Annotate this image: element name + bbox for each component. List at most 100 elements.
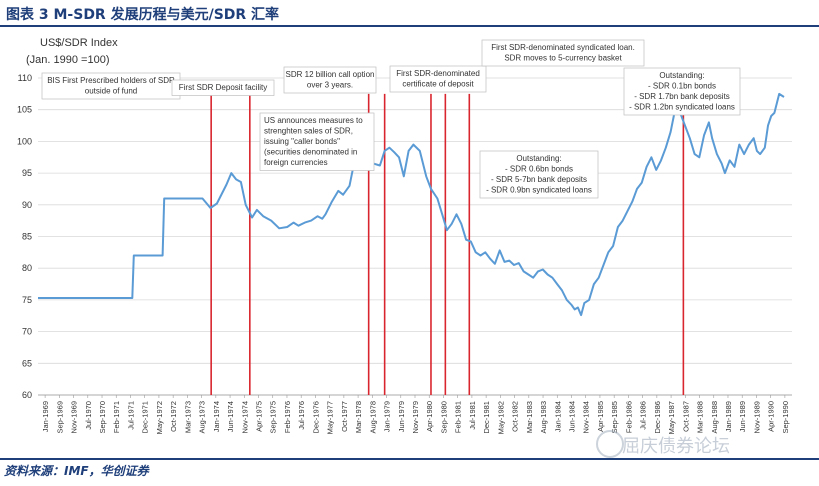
annotation-text: - SDR 0.9bn syndicated loans (486, 186, 592, 195)
x-tick-label: Dec-1971 (141, 401, 150, 434)
annotation-box (41, 72, 181, 100)
figure-header: 图表 3 M-SDR 发展历程与美元/SDR 汇率 (0, 0, 819, 26)
y-tick-label: 75 (22, 295, 32, 305)
x-tick-label: Nov-1979 (411, 401, 420, 434)
x-tick-label: Aug-1978 (368, 401, 377, 434)
x-tick-label: May-1987 (667, 401, 676, 434)
annotation-text: - SDR 0.6bn bonds (505, 165, 573, 174)
x-tick-label: Sep-1970 (98, 401, 107, 434)
annotation-text: (securities denominated in (264, 148, 357, 157)
x-tick-label: Nov-1969 (70, 401, 79, 434)
y-tick-label: 110 (18, 73, 32, 83)
y-tick-label: 95 (22, 168, 32, 178)
x-tick-label: Aug-1988 (710, 401, 719, 434)
x-tick-label: Jun-1974 (226, 401, 235, 432)
figure-source: 资料来源：IMF，华创证券 (4, 464, 149, 478)
x-tick-label: Oct-1987 (681, 401, 690, 432)
y-tick-label: 70 (22, 327, 32, 337)
figure-title: 图表 3 M-SDR 发展历程与美元/SDR 汇率 (6, 7, 280, 23)
x-tick-label: Jul-1970 (84, 401, 93, 430)
x-tick-label: Feb-1976 (283, 401, 292, 433)
annotation-text: First SDR Deposit facility (179, 83, 267, 92)
y-axis-label: US$/SDR Index (40, 37, 118, 49)
x-tick-label: Jun-1984 (567, 401, 576, 432)
x-tick-label: Jan-1974 (212, 401, 221, 432)
annotation-text: - SDR 1.2bn syndicated loans (629, 103, 735, 112)
series-line (38, 92, 785, 317)
x-tick-label: Oct-1972 (169, 401, 178, 432)
annotation-text: Outstanding: (516, 154, 561, 163)
x-tick-label: Oct-1982 (511, 401, 520, 432)
x-tick-label: Sep-1985 (610, 401, 619, 434)
footer-rule (0, 458, 819, 460)
annotation-box (623, 67, 741, 116)
y-axis-label-sub: (Jan. 1990 =100) (26, 54, 109, 66)
x-tick-label: Aug-1973 (198, 401, 207, 434)
annotation-box (389, 65, 487, 93)
x-tick-label: Feb-1981 (454, 401, 463, 433)
x-tick-label: Dec-1976 (311, 401, 320, 434)
annotation-text: SDR 12 billion call option (286, 70, 375, 79)
annotation-text: - SDR 5-7bn bank deposits (491, 175, 587, 184)
x-tick-label: Jul-1971 (126, 401, 135, 430)
annotation-text: certificate of deposit (402, 80, 474, 89)
x-tick-label: Nov-1989 (752, 401, 761, 434)
x-tick-label: Dec-1981 (482, 401, 491, 434)
x-tick-label: Jun-1979 (397, 401, 406, 432)
x-tick-label: Apr-1985 (596, 401, 605, 432)
y-tick-label: 60 (22, 390, 32, 400)
annotation-text: issuing "caller bonds" (264, 137, 340, 146)
annotation-text: First SDR-denominated syndicated loan. (491, 43, 635, 52)
x-tick-label: Jan-1979 (383, 401, 392, 432)
x-tick-label: Jul-1976 (297, 401, 306, 430)
x-tick-label: Mar-1973 (183, 401, 192, 433)
x-tick-label: Aug-1983 (539, 401, 548, 434)
x-tick-label: Jan-1969 (41, 401, 50, 432)
annotation-box (481, 39, 645, 67)
annotation-text: strenghten sales of SDR, (264, 127, 353, 136)
x-tick-label: Sep-1969 (55, 401, 64, 434)
y-tick-label: 105 (17, 105, 32, 115)
x-tick-label: Nov-1974 (240, 401, 249, 434)
x-tick-label: Jul-1986 (639, 401, 648, 430)
x-tick-label: Jul-1981 (468, 401, 477, 430)
x-tick-label: Mar-1988 (696, 401, 705, 433)
x-tick-label: Jun-1989 (738, 401, 747, 432)
x-tick-label: May-1972 (155, 401, 164, 434)
x-tick-label: May-1982 (496, 401, 505, 434)
annotation-text: over 3 years. (307, 81, 353, 90)
x-tick-label: Feb-1971 (112, 401, 121, 433)
x-tick-label: Apr-1990 (767, 401, 776, 432)
y-tick-label: 100 (17, 136, 32, 146)
x-tick-label: Feb-1986 (624, 401, 633, 433)
x-tick-label: May-1977 (326, 401, 335, 434)
annotation-text: Outstanding: (659, 71, 704, 80)
y-tick-label: 85 (22, 232, 32, 242)
annotation-text: - SDR 0.1bn bonds (648, 82, 716, 91)
x-tick-label: Sep-1975 (269, 401, 278, 434)
x-tick-label: Jan-1989 (724, 401, 733, 432)
watermark: 屈庆债券论坛 (622, 436, 730, 457)
annotation-text: First SDR-denominated (396, 69, 480, 78)
header-rule (0, 25, 819, 27)
annotation-text: foreign currencies (264, 158, 328, 167)
wechat-icon (596, 430, 624, 458)
annotation-text: BIS First Prescribed holders of SDR (47, 76, 175, 85)
annotation-box (259, 112, 375, 171)
x-tick-label: Sep-1980 (439, 401, 448, 434)
annotation-box (171, 79, 275, 96)
y-tick-label: 80 (22, 263, 32, 273)
x-tick-label: Sep-1990 (781, 401, 790, 434)
annotation-text: US announces measures to (264, 116, 363, 125)
annotation-box (479, 150, 599, 199)
x-tick-label: Apr-1975 (255, 401, 264, 432)
x-tick-label: Jan-1984 (553, 401, 562, 432)
x-tick-label: Mar-1983 (525, 401, 534, 433)
x-tick-label: Mar-1978 (354, 401, 363, 433)
x-tick-label: Dec-1986 (653, 401, 662, 434)
y-tick-label: 65 (22, 358, 32, 368)
annotation-text: SDR moves to 5-currency basket (504, 54, 622, 63)
y-tick-label: 90 (22, 200, 32, 210)
x-tick-label: Oct-1977 (340, 401, 349, 432)
